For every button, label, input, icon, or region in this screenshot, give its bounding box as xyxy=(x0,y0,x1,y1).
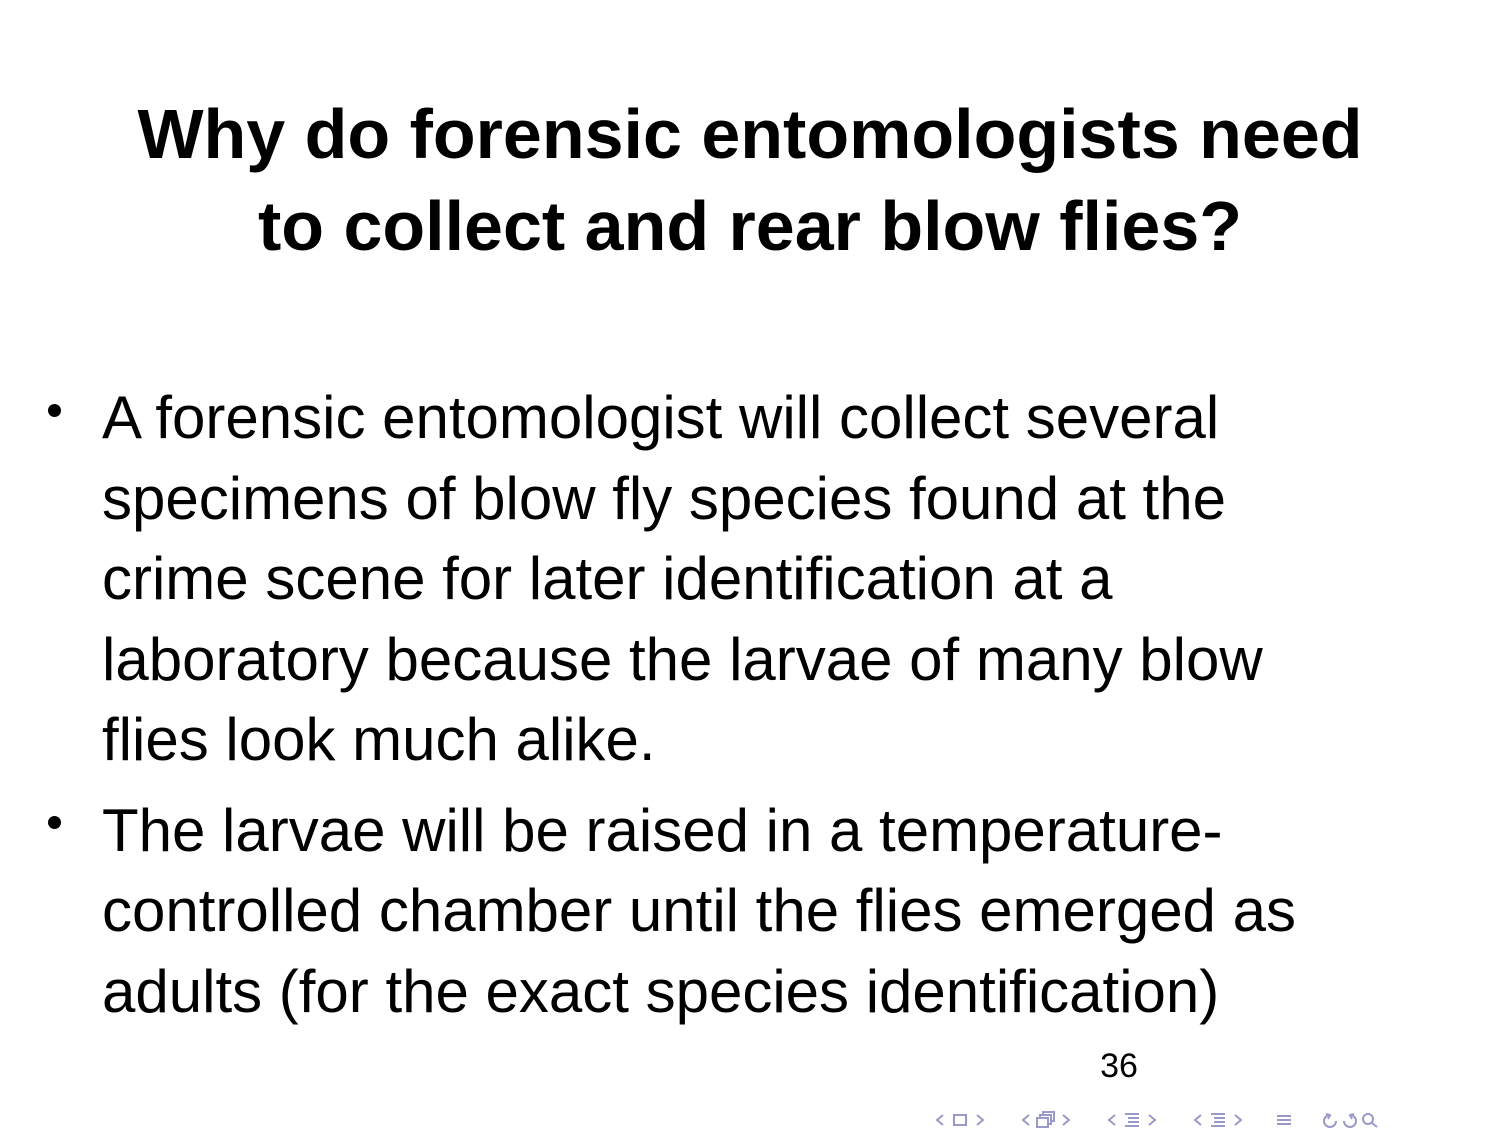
nav-frame-group xyxy=(930,1109,990,1131)
nav-align-group xyxy=(1274,1109,1294,1131)
section-icon[interactable] xyxy=(1122,1109,1142,1131)
bullet-icon xyxy=(44,813,64,833)
back-forward-icon[interactable] xyxy=(1340,1109,1360,1131)
arrow-left-icon[interactable] xyxy=(930,1109,950,1131)
bullet-line: controlled chamber until the flies emerg… xyxy=(102,877,1296,944)
title-line: to collect and rear blow flies? xyxy=(257,187,1243,265)
beamer-navigation xyxy=(930,1106,1380,1134)
bullet-line: specimens of blow fly species found at t… xyxy=(102,464,1226,532)
align-icon[interactable] xyxy=(1274,1109,1294,1131)
arrow-right-icon[interactable] xyxy=(1228,1109,1248,1131)
arrow-left-icon[interactable] xyxy=(1188,1109,1208,1131)
back-forward-icon[interactable] xyxy=(1320,1109,1340,1131)
document-icon[interactable] xyxy=(1208,1109,1228,1131)
bullet-line: crime scene for later identification at … xyxy=(102,545,1113,612)
frame-icon[interactable] xyxy=(950,1109,970,1131)
nav-search-group xyxy=(1320,1109,1380,1131)
nav-document-group xyxy=(1188,1109,1248,1131)
bullet-line: flies look much alike. xyxy=(102,706,656,773)
title-line: Why do forensic entomologists need xyxy=(137,95,1363,173)
bullet-list: A forensic entomologist will collect sev… xyxy=(44,378,1484,1042)
bullet-line: adults (for the exact species identifica… xyxy=(102,957,1220,1025)
page-number: 36 xyxy=(1100,1047,1138,1085)
bullet-line: A forensic entomologist will collect sev… xyxy=(102,384,1220,451)
arrow-left-icon[interactable] xyxy=(1016,1109,1036,1131)
arrow-right-icon[interactable] xyxy=(1056,1109,1076,1131)
nav-section-group xyxy=(1102,1109,1162,1131)
bullet-line: The larvae will be raised in a temperatu… xyxy=(102,796,1223,864)
bullet-line: laboratory because the larvae of many bl… xyxy=(102,625,1263,693)
slide-title: Why do forensic entomologists need to co… xyxy=(0,88,1500,272)
search-icon[interactable] xyxy=(1360,1109,1380,1131)
subsection-icon[interactable] xyxy=(1036,1109,1056,1131)
bullet-icon xyxy=(44,400,64,420)
arrow-right-icon[interactable] xyxy=(1142,1109,1162,1131)
nav-subsection-group xyxy=(1016,1109,1076,1131)
arrow-left-icon[interactable] xyxy=(1102,1109,1122,1131)
bullet-item: A forensic entomologist will collect sev… xyxy=(44,378,1484,781)
bullet-item: The larvae will be raised in a temperatu… xyxy=(44,791,1484,1033)
arrow-right-icon[interactable] xyxy=(970,1109,990,1131)
